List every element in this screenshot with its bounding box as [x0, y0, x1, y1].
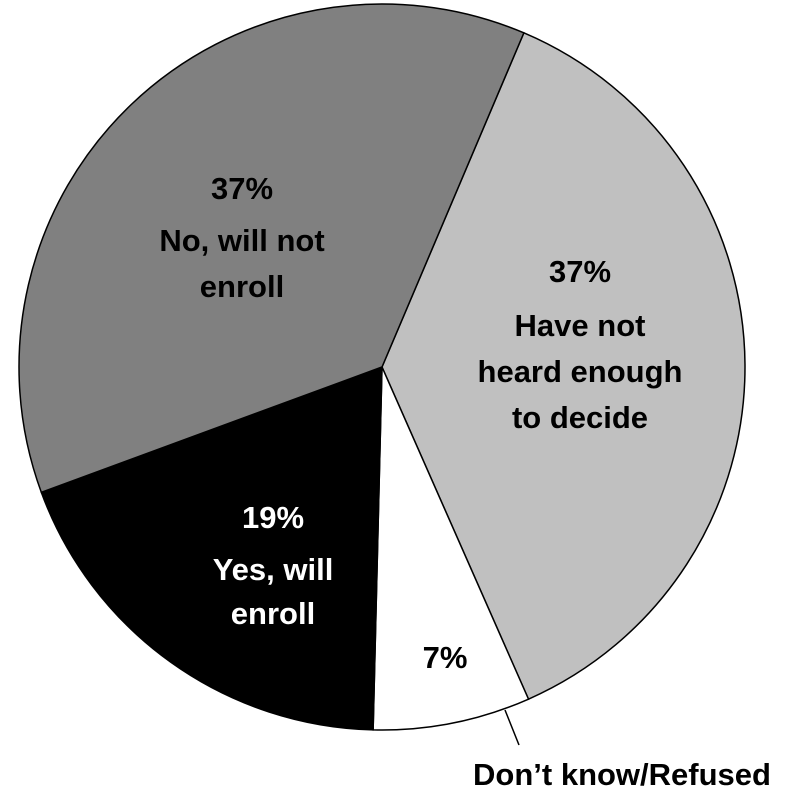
pie-slice-0 — [381, 31, 746, 701]
slice-category-label-0-line-1: heard enough — [478, 354, 683, 389]
slice-pct-label-3: 37% — [211, 171, 273, 206]
slice-category-label-2-line-1: enroll — [231, 596, 315, 631]
pie-slices — [18, 3, 746, 731]
pie-slice-1 — [372, 366, 530, 731]
leader-line — [504, 709, 520, 746]
slice-category-label-0-line-0: Have not — [515, 308, 646, 343]
slice-category-label-3-line-0: No, will not — [159, 223, 324, 258]
pie-labels: 37% Have not heard enough to decide 7% 19% Yes… — [159, 171, 682, 675]
pie-slice-2 — [40, 365, 383, 731]
slice-pct-label-2: 19% — [242, 500, 304, 535]
slice-category-label-3-line-1: enroll — [200, 269, 284, 304]
slice-pct-label-0: 37% — [549, 254, 611, 289]
slice-category-label-2-line-0: Yes, will — [213, 552, 334, 587]
external-label-dont-know-refused: Don’t know/Refused — [473, 757, 771, 792]
slice-pct-label-1: 7% — [423, 640, 468, 675]
slice-category-label-0-line-2: to decide — [512, 400, 648, 435]
pie-slice-3 — [18, 3, 525, 494]
